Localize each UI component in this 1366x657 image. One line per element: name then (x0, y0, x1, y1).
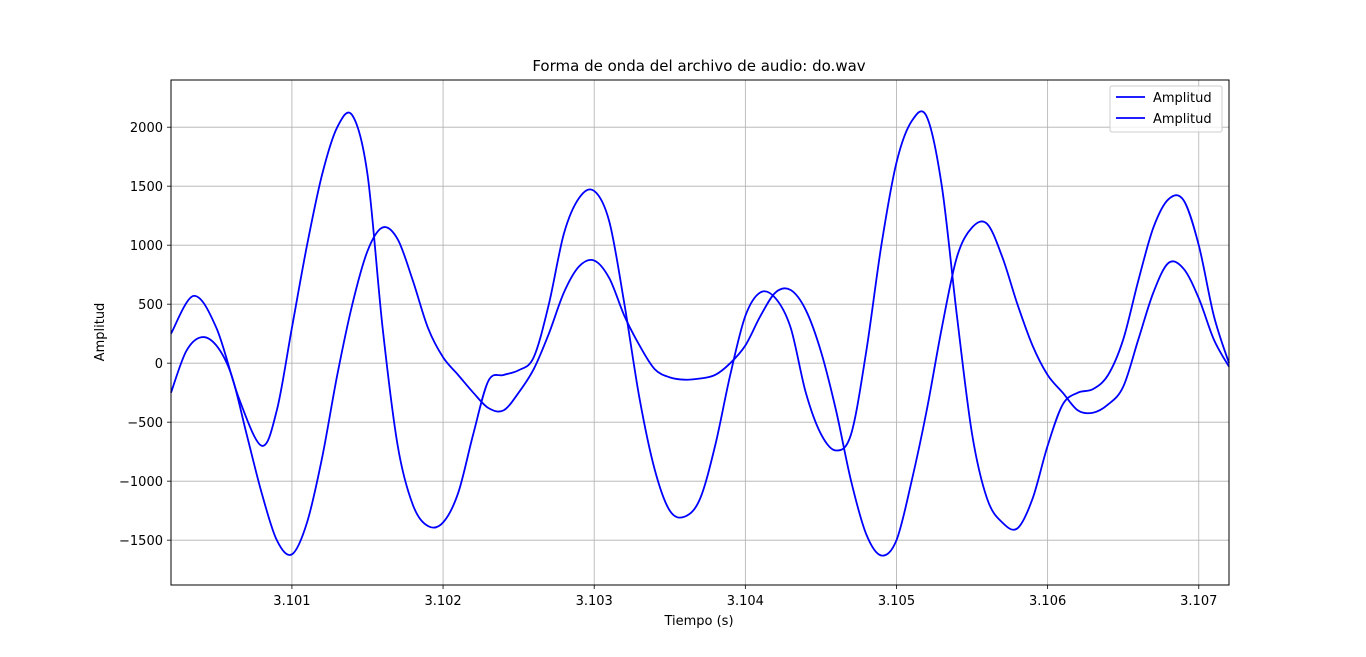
y-tick-label: −1000 (119, 475, 163, 490)
y-tick-label: −500 (127, 416, 163, 431)
series-layer (170, 110, 1230, 557)
legend: Amplitud Amplitud (1109, 85, 1223, 133)
x-tick-label: 3.104 (727, 594, 764, 609)
plot-frame (170, 79, 1230, 586)
x-tick-label: 3.101 (273, 594, 310, 609)
legend-label: Amplitud (1153, 112, 1212, 127)
y-tick-label: 1000 (130, 239, 163, 254)
x-tick-label: 3.105 (878, 594, 915, 609)
x-axis-title: Tiempo (s) (663, 614, 733, 629)
grid-lines (171, 80, 1229, 585)
legend-label: Amplitud (1153, 91, 1212, 106)
x-tick-label: 3.106 (1029, 594, 1066, 609)
x-tick-label: 3.107 (1180, 594, 1217, 609)
y-tick-label: 0 (155, 357, 163, 372)
x-tick-label: 3.102 (424, 594, 461, 609)
y-axis: −1500 −1000 −500 0 500 1000 1500 2000 (119, 121, 171, 549)
series-line-2 (170, 220, 1230, 557)
y-tick-label: 2000 (130, 121, 163, 136)
y-tick-label: 1500 (130, 180, 163, 195)
chart-title: Forma de onda del archivo de audio: do.w… (532, 57, 865, 75)
y-tick-label: 500 (138, 298, 163, 313)
x-tick-label: 3.103 (576, 594, 613, 609)
x-axis: 3.101 3.102 3.103 3.104 3.105 3.106 3.107 (273, 585, 1217, 609)
y-tick-label: −1500 (119, 534, 163, 549)
y-axis-title: Amplitud (93, 303, 108, 362)
series-line-1 (170, 110, 1230, 531)
